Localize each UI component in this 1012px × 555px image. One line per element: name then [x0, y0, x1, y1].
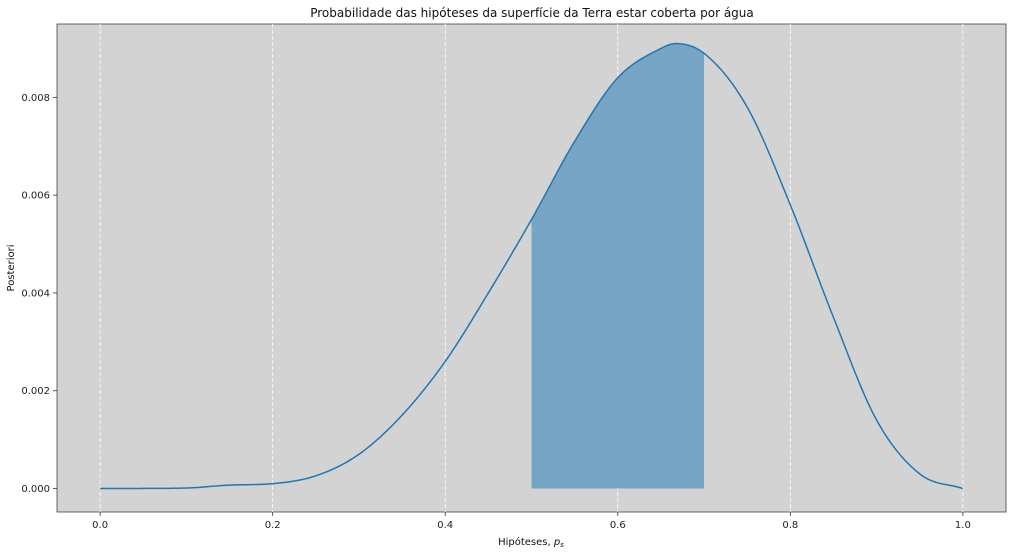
x-axis-label: Hipóteses, ps	[498, 536, 564, 549]
chart-title: Probabilidade das hipóteses da superfíci…	[310, 6, 754, 20]
x-tick-label: 0.4	[437, 520, 453, 531]
y-tick-label: 0.002	[21, 386, 50, 397]
y-axis-label: Posteriori	[6, 245, 17, 292]
shaded-region-group	[531, 43, 705, 489]
x-tick-label: 0.2	[265, 520, 281, 531]
x-axis: 0.0 0.2 0.4 0.6 0.8 1.0	[92, 512, 971, 531]
y-tick-label: 0.006	[21, 191, 50, 202]
shaded-region	[531, 43, 705, 489]
x-tick-label: 0.8	[782, 520, 798, 531]
x-tick-label: 0.6	[610, 520, 626, 531]
x-tick-label: 1.0	[955, 520, 971, 531]
y-tick-label: 0.000	[21, 484, 50, 495]
x-tick-label: 0.0	[92, 520, 108, 531]
y-tick-label: 0.008	[21, 93, 50, 104]
series-lines	[100, 42, 964, 490]
y-axis: 0.000 0.002 0.004 0.006 0.008	[21, 93, 57, 495]
series-line	[100, 42, 964, 490]
y-tick-label: 0.004	[21, 288, 50, 299]
